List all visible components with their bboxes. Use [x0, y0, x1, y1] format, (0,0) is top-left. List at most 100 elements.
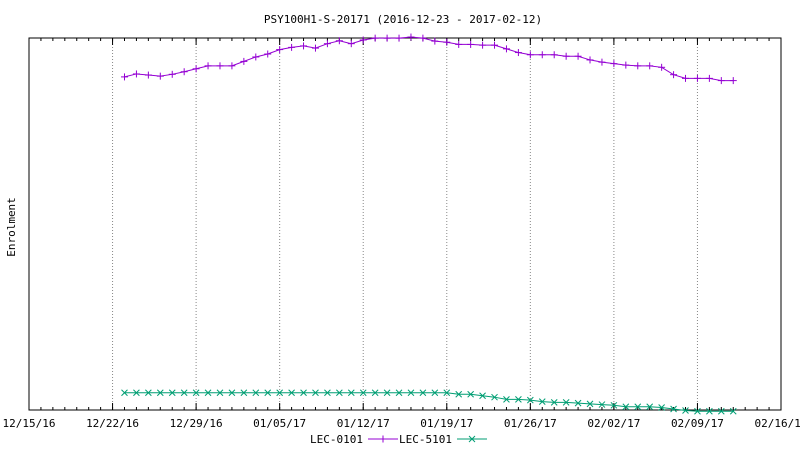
data-point	[240, 57, 248, 65]
data-point	[133, 389, 140, 397]
data-point	[658, 404, 665, 411]
marker-d2	[240, 389, 248, 397]
data-point	[550, 51, 558, 59]
data-point	[550, 399, 558, 406]
data-point	[598, 401, 606, 408]
data-point	[300, 389, 307, 397]
marker-d2	[538, 398, 546, 405]
data-point	[192, 389, 200, 397]
series-group	[120, 33, 737, 415]
series-lec-5101	[121, 389, 737, 415]
data-point	[729, 77, 737, 85]
data-point	[705, 74, 713, 82]
marker-d2	[610, 401, 618, 409]
marker-d2	[383, 389, 391, 397]
series-line	[124, 392, 734, 412]
data-point	[383, 34, 391, 42]
chart-title: PSY100H1-S-20171 (2016-12-23 - 2017-02-1…	[264, 13, 542, 26]
plot-frame	[28, 37, 782, 411]
data-point	[347, 389, 355, 397]
data-point	[120, 73, 128, 81]
data-point	[121, 389, 128, 397]
marker-d2	[180, 389, 188, 397]
marker-d2	[729, 407, 737, 415]
marker-d2	[515, 396, 522, 403]
data-point	[610, 401, 618, 409]
data-point	[252, 389, 260, 397]
data-point	[156, 72, 164, 80]
marker-d2	[192, 389, 200, 397]
data-point	[503, 396, 510, 403]
legend-marker	[468, 435, 476, 443]
x-tick-label: 01/12/17	[337, 417, 390, 430]
legend-item: LEC-0101	[310, 433, 398, 446]
data-point	[311, 44, 319, 52]
data-point	[598, 58, 606, 66]
data-point	[634, 403, 642, 411]
data-point	[395, 389, 403, 397]
marker-d2	[371, 389, 379, 397]
legend: LEC-0101 LEC-5101	[310, 433, 487, 446]
data-point	[455, 40, 463, 48]
data-point	[228, 62, 236, 70]
data-point	[670, 405, 677, 413]
data-point	[706, 407, 713, 415]
marker-d2	[324, 389, 331, 397]
data-point	[371, 34, 379, 42]
marker-d2	[252, 389, 260, 397]
data-point	[156, 389, 164, 397]
data-point	[586, 400, 594, 408]
data-point	[383, 389, 391, 397]
x-tick-label: 01/05/17	[253, 417, 306, 430]
y-axis-label: Enrolment	[5, 197, 18, 257]
data-point	[395, 34, 403, 42]
marker-d2	[646, 403, 654, 411]
data-point	[622, 61, 630, 69]
data-point	[682, 407, 689, 414]
x-tick-label: 02/09/17	[671, 417, 724, 430]
data-point	[670, 71, 678, 79]
marker-d2	[156, 389, 164, 397]
marker-d2	[622, 403, 630, 411]
marker-d2	[276, 389, 284, 397]
legend-label: LEC-5101	[399, 433, 452, 446]
data-point	[610, 60, 618, 68]
x-tick-label: 01/26/17	[504, 417, 557, 430]
data-point	[359, 389, 367, 397]
data-point	[574, 52, 582, 60]
x-tick-label: 02/02/17	[587, 417, 640, 430]
data-point	[419, 34, 427, 42]
marker-d2	[347, 389, 355, 397]
data-point	[228, 389, 236, 397]
data-point	[264, 389, 272, 397]
x-tick-label: 01/19/17	[420, 417, 473, 430]
data-point	[455, 390, 463, 398]
data-point	[168, 70, 176, 78]
data-point	[717, 407, 725, 415]
marker-d2	[133, 389, 140, 397]
data-point	[419, 389, 427, 397]
data-point	[586, 56, 594, 64]
data-point	[407, 389, 415, 397]
marker-d2	[121, 389, 128, 397]
data-point	[252, 53, 260, 61]
data-point	[682, 74, 690, 82]
data-point	[646, 62, 654, 70]
marker-d2	[395, 389, 403, 397]
marker-d2	[526, 396, 534, 404]
marker-d2	[168, 389, 176, 397]
data-point	[514, 49, 522, 57]
data-point	[479, 392, 486, 400]
data-point	[431, 389, 439, 397]
data-point	[240, 389, 248, 397]
data-point	[204, 62, 212, 70]
data-point	[502, 45, 510, 53]
data-point	[729, 407, 737, 415]
data-point	[658, 63, 666, 71]
data-point	[335, 389, 343, 397]
marker-d2	[574, 399, 582, 407]
marker-d2	[288, 389, 295, 397]
data-point	[467, 390, 475, 398]
data-point	[335, 37, 343, 45]
